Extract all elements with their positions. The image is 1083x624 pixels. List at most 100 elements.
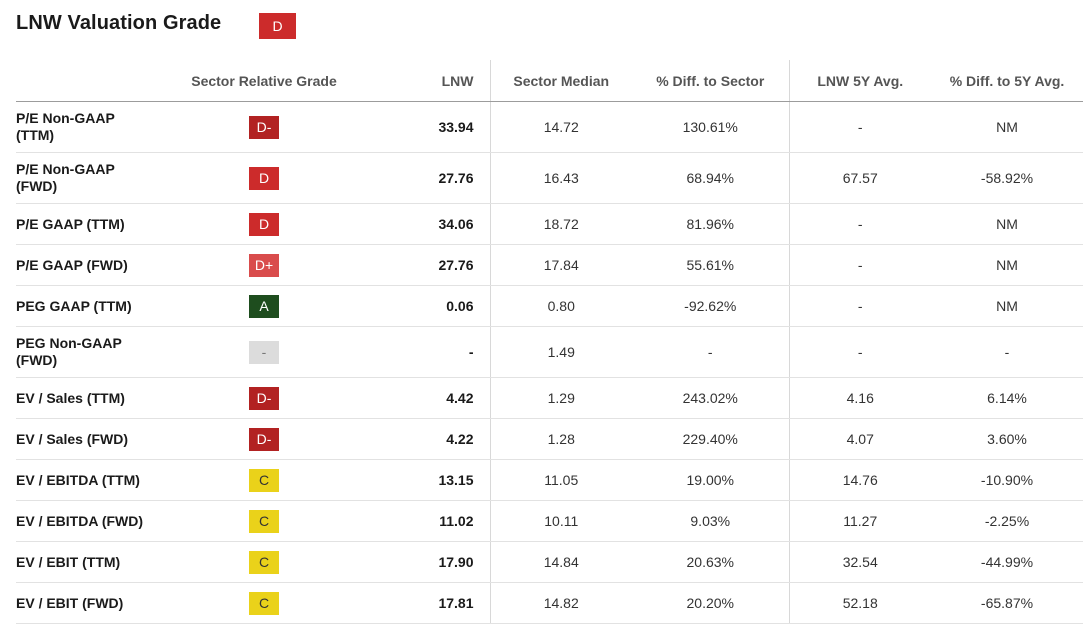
diff-5y-value: -65.87% [931,582,1083,624]
table-row: P/E GAAP (FWD) D+ 27.76 17.84 55.61% - NM [16,244,1083,286]
grade-cell: C [168,582,360,624]
diff-5y-value: -2.25% [931,500,1083,542]
avg-5y-header[interactable]: LNW 5Y Avg. [788,60,931,102]
grade-cell: D+ [168,244,360,286]
lnw-value: - [360,326,490,378]
page-title: LNW Valuation Grade [16,12,222,34]
diff-sector-header[interactable]: % Diff. to Sector [632,60,789,102]
table-row: EV / EBITDA (TTM) C 13.15 11.05 19.00% 14.76-… [16,459,1083,501]
sector-median-value: 14.84 [489,541,632,583]
metric-label[interactable]: PEG Non-GAAP (FWD) [16,326,168,378]
metric-label[interactable]: EV / EBIT (FWD) [16,582,168,624]
valuation-table: Sector Relative Grade LNW Sector Median … [16,60,1083,624]
sector-median-value: 18.72 [489,203,632,245]
diff-sector-value: 81.96% [632,203,789,245]
lnw-value: 33.94 [360,101,490,153]
grade-cell: D [168,152,360,204]
table-row: EV / Sales (TTM) D- 4.42 1.29 243.02% 4.16 6.1… [16,377,1083,419]
grade-badge: D- [249,115,279,139]
metric-label[interactable]: PEG GAAP (TTM) [16,285,168,327]
sector-median-value: 0.80 [489,285,632,327]
grade-badge: - [249,340,279,364]
diff-sector-value: -92.62% [632,285,789,327]
metric-label-line: EV / EBITDA (FWD) [16,512,144,529]
table-row: EV / EBITDA (FWD) C 11.02 10.11 9.03% 11.27 -2… [16,500,1083,542]
sector-median-value: 16.43 [489,152,632,204]
diff-sector-value: 68.94% [632,152,789,204]
diff-sector-value: 243.02% [632,377,789,419]
grade-badge: D- [249,427,279,451]
metric-label-line: EV / EBIT (TTM) [16,553,121,570]
grade-badge: A [249,294,279,318]
metric-label[interactable]: P/E Non-GAAP (FWD) [16,152,168,204]
grade-cell: D- [168,418,360,460]
table-row: P/E Non-GAAP (TTM) D- 33.94 14.72 130.61% - NM [16,101,1083,153]
metric-label[interactable]: EV / EBIT (TTM) [16,541,168,583]
lnw-value: 27.76 [360,152,490,204]
diff-5y-value: NM [931,244,1083,286]
metric-label[interactable]: EV / EBITDA (FWD) [16,500,168,542]
metric-label-line: PEG Non-GAAP [16,335,122,351]
diff-sector-value: 20.63% [632,541,789,583]
diff-5y-value: NM [931,203,1083,245]
avg-5y-value: 11.27 [788,500,931,542]
metric-label-line: P/E Non-GAAP [16,110,115,126]
table-row: PEG GAAP (TTM) A 0.06 0.80 -92.62% - NM [16,285,1083,327]
diff-5y-value: 3.60% [931,418,1083,460]
metric-label-line: EV / EBIT (FWD) [16,594,124,611]
lnw-value: 34.06 [360,203,490,245]
diff-5y-value: NM [931,101,1083,153]
metric-label[interactable]: EV / Sales (TTM) [16,377,168,419]
table-row: P/E Non-GAAP (FWD) D 27.76 16.43 68.94% 67.57-… [16,152,1083,204]
diff-sector-value: 19.00% [632,459,789,501]
metric-label-line: EV / EBITDA (TTM) [16,471,140,488]
diff-5y-value: 6.14% [931,377,1083,419]
diff-sector-value: 20.20% [632,582,789,624]
avg-5y-value: - [788,203,931,245]
diff-sector-value: - [632,326,789,378]
diff-5y-header[interactable]: % Diff. to 5Y Avg. [931,60,1083,102]
avg-5y-value: - [788,244,931,286]
sector-median-header[interactable]: Sector Median [489,60,632,102]
diff-sector-value: 9.03% [632,500,789,542]
grade-cell: C [168,459,360,501]
metric-label[interactable]: P/E GAAP (TTM) [16,203,168,245]
table-row: EV / Sales (FWD) D- 4.22 1.28 229.40% 4.07 3.6… [16,418,1083,460]
grade-badge: D [249,166,279,190]
lnw-header[interactable]: LNW [360,60,490,102]
lnw-value: 13.15 [360,459,490,501]
avg-5y-value: - [788,326,931,378]
metric-label[interactable]: P/E Non-GAAP (TTM) [16,101,168,153]
avg-5y-value: 52.18 [788,582,931,624]
lnw-value: 17.81 [360,582,490,624]
lnw-value: 17.90 [360,541,490,583]
metric-header [16,60,168,102]
lnw-value: 4.22 [360,418,490,460]
lnw-value: 4.42 [360,377,490,419]
grade-badge: C [249,509,279,533]
metric-label[interactable]: EV / Sales (FWD) [16,418,168,460]
lnw-value: 11.02 [360,500,490,542]
diff-5y-value: - [931,326,1083,378]
metric-label-line: (TTM) [16,127,55,143]
metric-label[interactable]: EV / EBITDA (TTM) [16,459,168,501]
sector-median-value: 14.72 [489,101,632,153]
diff-sector-value: 55.61% [632,244,789,286]
avg-5y-value: 4.07 [788,418,931,460]
table-row: EV / EBIT (FWD) C 17.81 14.82 20.20% 52.18 -65… [16,582,1083,624]
overall-grade-badge: D [259,13,296,39]
grade-badge: C [249,591,279,615]
metric-label[interactable]: P/E GAAP (FWD) [16,244,168,286]
grade-badge: C [249,468,279,492]
lnw-value: 0.06 [360,285,490,327]
diff-5y-value: -10.90% [931,459,1083,501]
grade-badge: D- [249,386,279,410]
metric-label-line: (FWD) [16,178,58,194]
lnw-value: 27.76 [360,244,490,286]
table-row: P/E GAAP (TTM) D 34.06 18.72 81.96% - NM [16,203,1083,245]
metric-label-line: P/E GAAP (TTM) [16,215,125,232]
diff-sector-value: 229.40% [632,418,789,460]
grade-badge: D+ [249,253,279,277]
grade-header[interactable]: Sector Relative Grade [168,60,360,102]
grade-cell: D- [168,377,360,419]
